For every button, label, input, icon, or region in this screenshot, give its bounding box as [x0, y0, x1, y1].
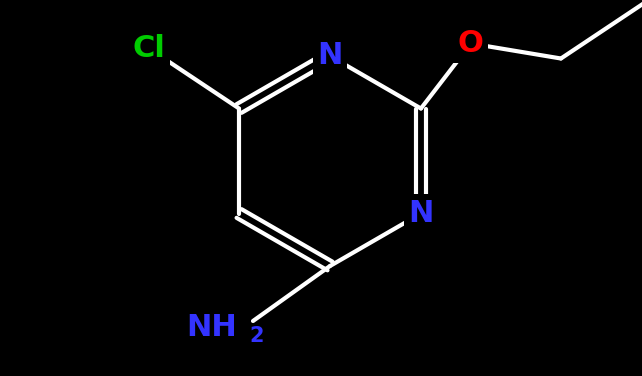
- Text: 2: 2: [250, 326, 265, 346]
- Text: O: O: [458, 29, 484, 58]
- Text: N: N: [408, 199, 433, 228]
- Text: NH: NH: [186, 312, 237, 341]
- Text: N: N: [317, 41, 343, 71]
- Text: Cl: Cl: [133, 34, 166, 63]
